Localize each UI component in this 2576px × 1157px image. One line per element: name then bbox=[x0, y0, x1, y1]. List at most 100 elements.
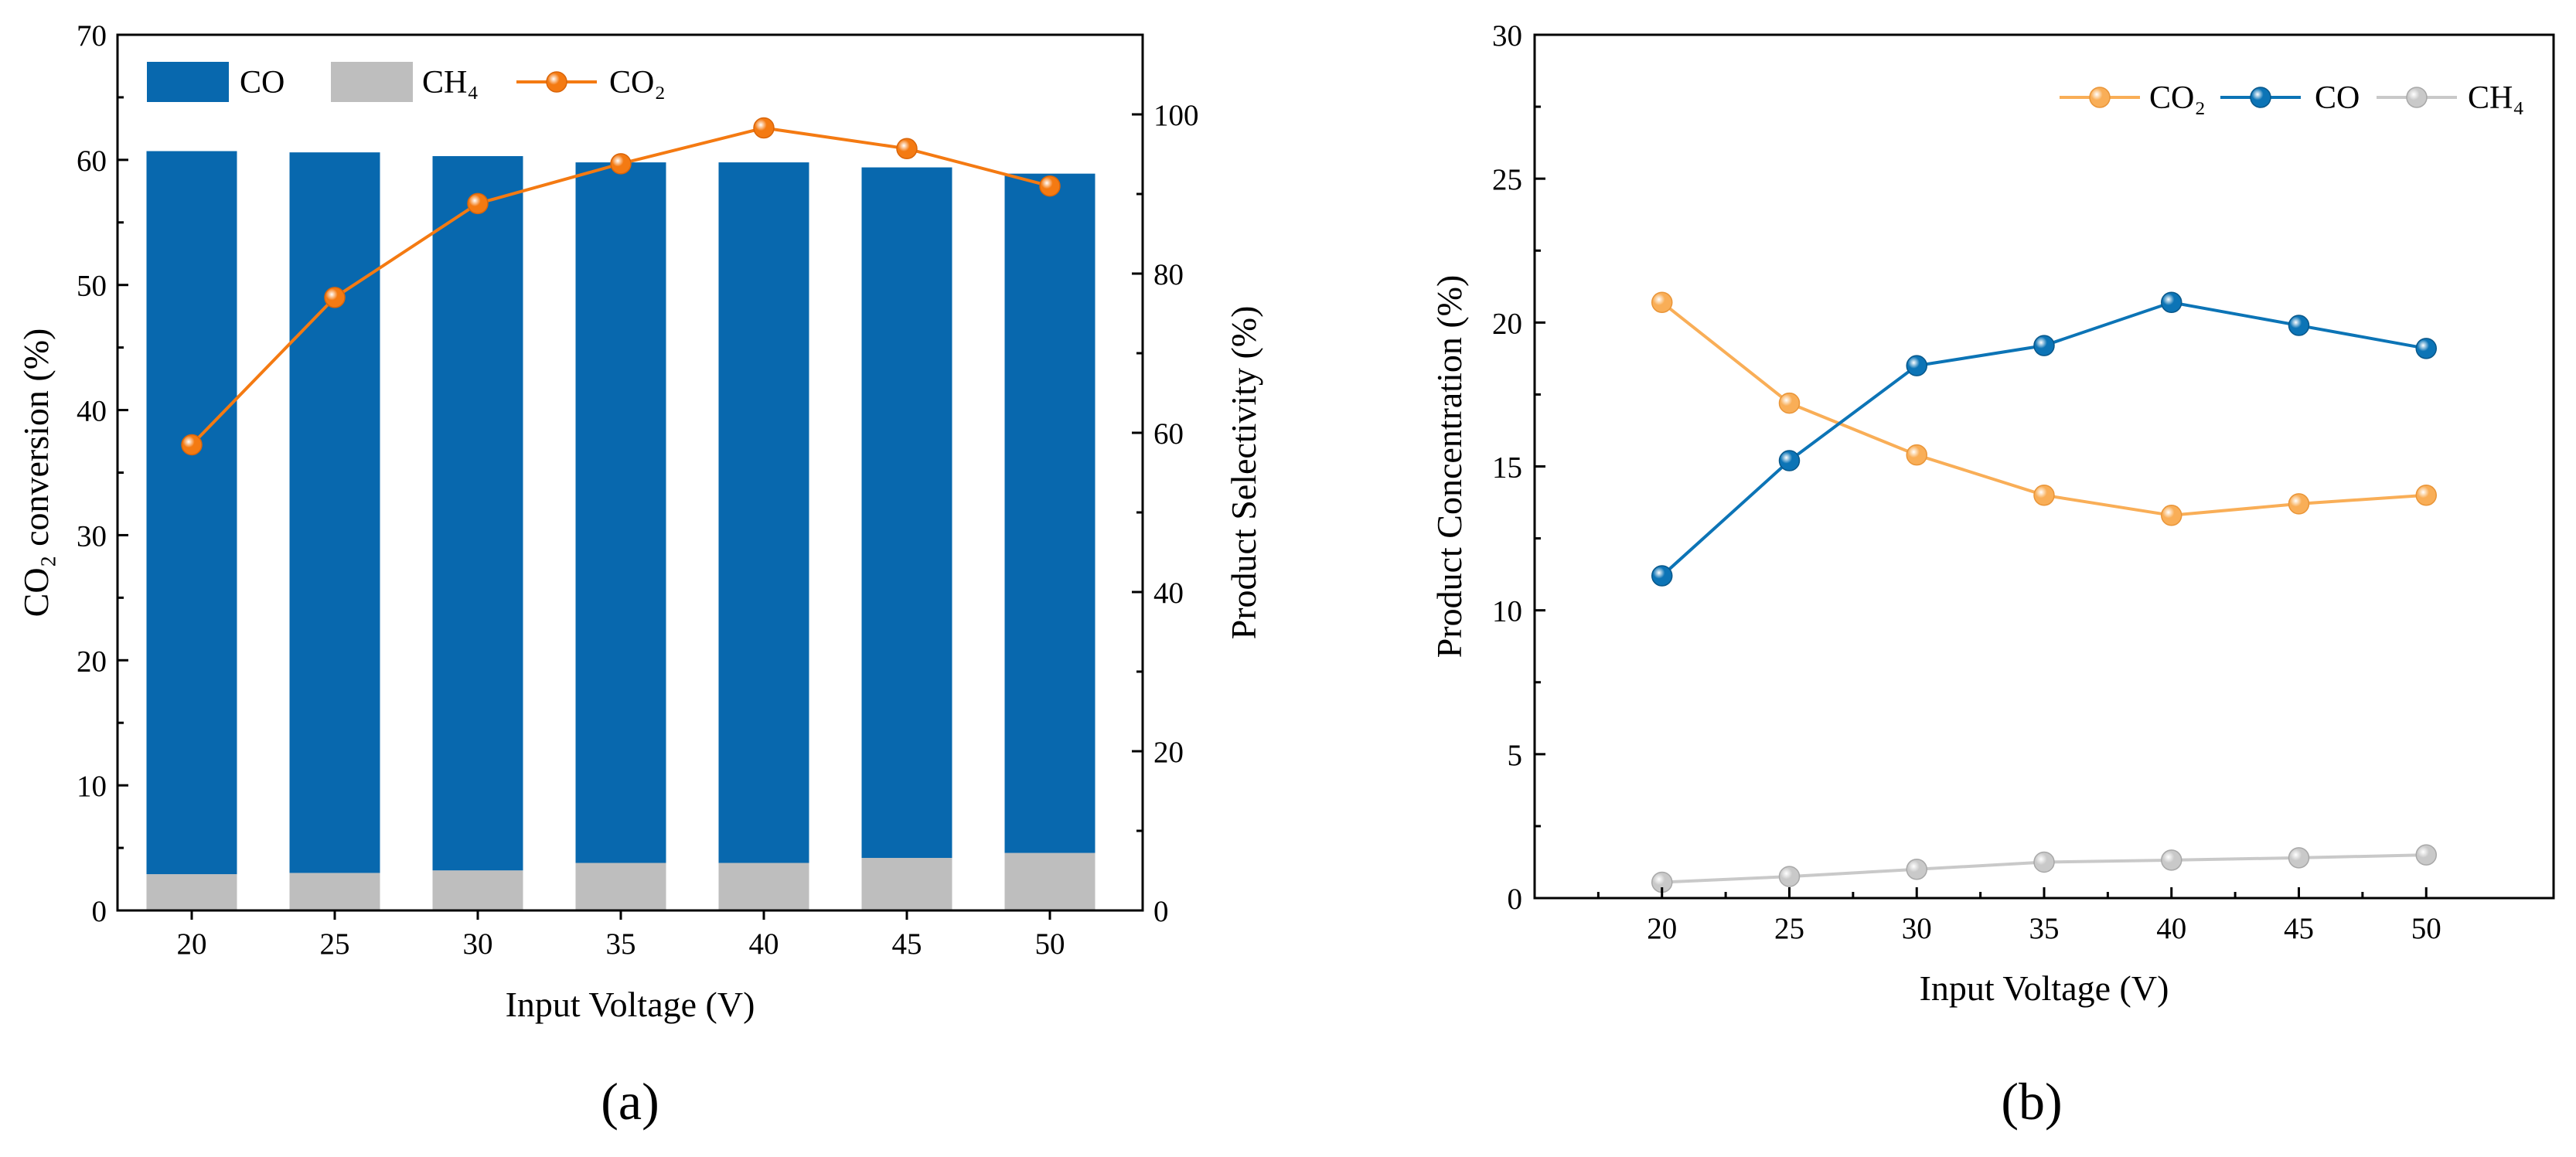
bar-co-35 bbox=[575, 162, 666, 863]
legend-co-label: CO bbox=[240, 65, 285, 100]
right-tick-label-20: 20 bbox=[1153, 736, 1184, 769]
co2-point-30 bbox=[467, 192, 489, 215]
panel-a-y-axis-title: CO₂ conversion (%) bbox=[16, 328, 56, 618]
left-tick-label-25: 25 bbox=[1492, 163, 1522, 196]
panel-b-lines bbox=[1651, 291, 2437, 893]
left-tick-label-30: 30 bbox=[77, 519, 107, 553]
bar-ch4-35 bbox=[575, 863, 666, 910]
x-tick-label-50: 50 bbox=[2411, 912, 2441, 945]
left-tick-label-40: 40 bbox=[77, 395, 107, 428]
legend-co2-label: CO₂ bbox=[609, 65, 666, 100]
point-ch4-35 bbox=[2033, 851, 2055, 873]
point-co-40 bbox=[2161, 291, 2182, 314]
panel-a-right-y-axis-title: Product Selectivity (%) bbox=[1224, 306, 1263, 640]
bar-ch4-20 bbox=[146, 874, 237, 910]
left-tick-label-10: 10 bbox=[1492, 595, 1522, 628]
panel-b-legend: CO₂ CO CH₄ bbox=[2060, 80, 2524, 116]
point-co2-20 bbox=[1651, 291, 1673, 314]
point-ch4-30 bbox=[1906, 859, 1927, 880]
left-tick-label-15: 15 bbox=[1492, 451, 1522, 485]
x-tick-label-40: 40 bbox=[2156, 912, 2186, 945]
legend-marker-co bbox=[2250, 87, 2271, 108]
point-co-45 bbox=[2288, 315, 2310, 336]
point-co2-40 bbox=[2161, 505, 2182, 526]
panel-a-legend: CO CH₄ CO₂ bbox=[147, 62, 666, 102]
panel-a-x-axis-title: Input Voltage (V) bbox=[506, 985, 755, 1024]
legend-marker-ch4 bbox=[2406, 87, 2428, 108]
panel-a-ticks: 0 10 20 30 40 50 60 70 0 20 40 60 80 100 20 25 30 35 40 45 5… bbox=[77, 19, 1199, 961]
left-tick-label-0: 0 bbox=[1508, 883, 1523, 916]
x-tick-label-45: 45 bbox=[892, 927, 922, 961]
co2-point-35 bbox=[610, 153, 632, 175]
left-tick-label-60: 60 bbox=[77, 145, 107, 178]
right-tick-label-80: 80 bbox=[1153, 258, 1184, 291]
bar-co-30 bbox=[432, 156, 523, 871]
left-tick-label-50: 50 bbox=[77, 270, 107, 303]
x-tick-label-30: 30 bbox=[1902, 912, 1932, 945]
left-tick-label-5: 5 bbox=[1508, 739, 1523, 772]
right-tick-label-0: 0 bbox=[1153, 895, 1169, 928]
legend-co-swatch bbox=[147, 62, 229, 102]
bar-co-40 bbox=[718, 162, 809, 863]
panel-b-y-axis-title: Product Concentration (%) bbox=[1429, 275, 1469, 658]
x-tick-label-50: 50 bbox=[1035, 927, 1065, 961]
bar-co-25 bbox=[289, 152, 380, 873]
right-tick-label-60: 60 bbox=[1153, 417, 1184, 451]
point-co-35 bbox=[2033, 335, 2055, 356]
right-tick-label-100: 100 bbox=[1153, 99, 1199, 132]
x-tick-label-35: 35 bbox=[2029, 912, 2060, 945]
co2-point-50 bbox=[1039, 175, 1061, 197]
bar-co-20 bbox=[146, 151, 237, 875]
bar-co-45 bbox=[861, 167, 952, 859]
point-co-30 bbox=[1906, 355, 1927, 376]
co2-point-20 bbox=[181, 434, 203, 456]
legend-label-co2: CO₂ bbox=[2149, 80, 2206, 116]
legend-label-co: CO bbox=[2315, 80, 2360, 116]
point-ch4-40 bbox=[2161, 849, 2182, 871]
x-tick-label-25: 25 bbox=[1774, 912, 1804, 945]
panel-b-label: (b) bbox=[2001, 1072, 2062, 1131]
x-tick-label-40: 40 bbox=[749, 927, 779, 961]
x-tick-label-25: 25 bbox=[320, 927, 350, 961]
co2-point-40 bbox=[753, 117, 775, 139]
point-co-50 bbox=[2415, 338, 2437, 359]
panel-a-co2-line bbox=[181, 117, 1061, 456]
left-tick-label-30: 30 bbox=[1492, 19, 1522, 53]
panel-a-bars bbox=[146, 151, 1095, 910]
left-tick-label-10: 10 bbox=[77, 770, 107, 803]
legend-ch4-swatch bbox=[331, 62, 413, 102]
panel-a-label: (a) bbox=[601, 1072, 659, 1131]
x-tick-label-20: 20 bbox=[1647, 912, 1677, 945]
x-tick-label-30: 30 bbox=[463, 927, 493, 961]
panel-a: 0 10 20 30 40 50 60 70 0 20 40 60 80 100 20 25 30 35 40 45 5… bbox=[16, 19, 1263, 1131]
right-tick-label-40: 40 bbox=[1153, 577, 1184, 610]
panel-b-ticks: 0 5 10 15 20 25 30 20 25 30 35 40 45 50 bbox=[1492, 19, 2441, 945]
point-co2-25 bbox=[1778, 392, 1801, 414]
point-co2-50 bbox=[2415, 484, 2437, 506]
point-co-25 bbox=[1778, 450, 1801, 471]
bar-ch4-25 bbox=[289, 873, 380, 910]
bar-co-50 bbox=[1004, 173, 1095, 853]
legend-marker-co2 bbox=[2089, 87, 2111, 108]
bar-ch4-50 bbox=[1004, 852, 1095, 910]
legend-label-ch4: CH₄ bbox=[2468, 80, 2524, 116]
point-ch4-50 bbox=[2415, 844, 2437, 866]
left-tick-label-20: 20 bbox=[77, 645, 107, 678]
panel-b-x-axis-title: Input Voltage (V) bbox=[1920, 968, 2169, 1008]
left-tick-label-70: 70 bbox=[77, 19, 107, 53]
point-ch4-25 bbox=[1778, 866, 1801, 887]
line-co2 bbox=[1661, 301, 2427, 517]
panel-b: 0 5 10 15 20 25 30 20 25 30 35 40 45 50 CO₂ CO CH₄ Inpu… bbox=[1429, 19, 2555, 1131]
point-co2-35 bbox=[2033, 484, 2055, 506]
x-tick-label-20: 20 bbox=[177, 927, 207, 961]
co2-point-25 bbox=[324, 287, 346, 308]
x-tick-label-35: 35 bbox=[606, 927, 636, 961]
legend-co2-marker bbox=[546, 71, 567, 93]
co2-point-45 bbox=[896, 138, 918, 160]
legend-ch4-label: CH₄ bbox=[422, 65, 479, 100]
point-co2-45 bbox=[2288, 493, 2310, 515]
bar-ch4-40 bbox=[718, 863, 809, 910]
panel-b-plot-frame bbox=[1533, 33, 2555, 900]
point-co2-30 bbox=[1906, 444, 1927, 466]
